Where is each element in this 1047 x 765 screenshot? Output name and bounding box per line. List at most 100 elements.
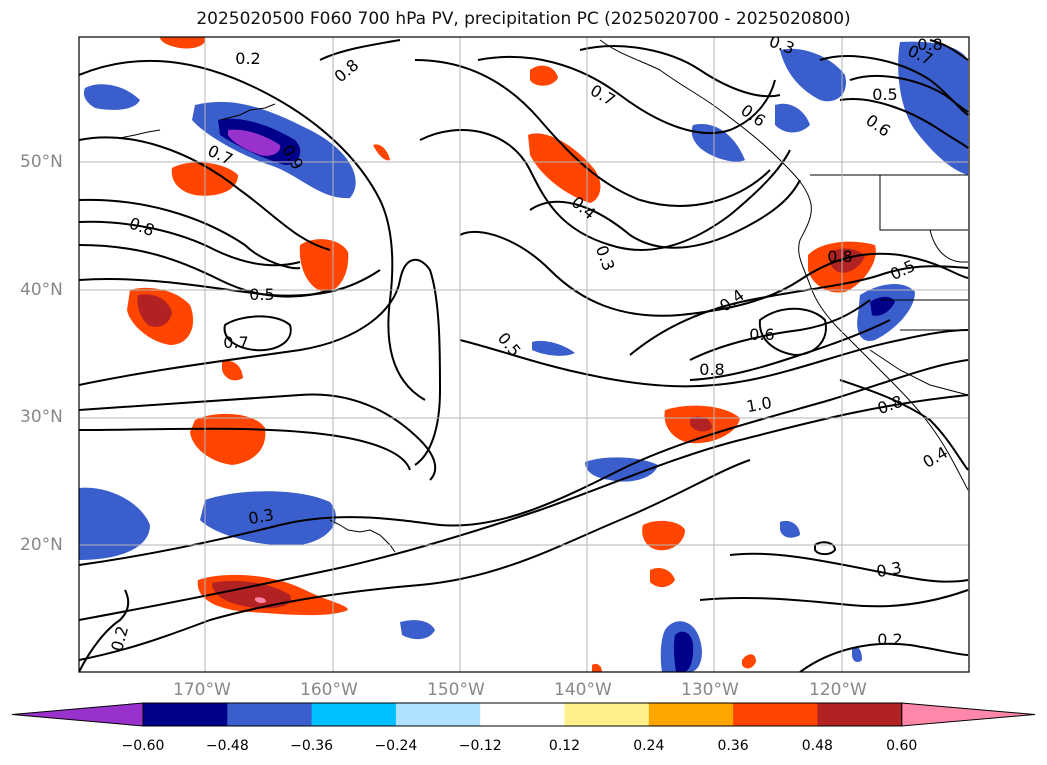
- pv-contour-label: 0.8: [917, 35, 942, 54]
- lon-label: 120°W: [809, 680, 867, 700]
- coastline: [329, 519, 396, 553]
- colorbar-segment: [480, 703, 565, 726]
- pv-contour-line: [629, 265, 969, 356]
- pv-contour-line: [689, 299, 871, 361]
- pv-contours: [79, 39, 969, 672]
- pv-contour-line: [459, 230, 969, 317]
- precip-blob: [898, 41, 968, 175]
- coastline: [219, 103, 276, 121]
- lon-label: 160°W: [300, 680, 358, 700]
- pv-contour-label: 0.6: [862, 110, 894, 140]
- pv-contour-line: [579, 45, 781, 98]
- pv-contour-line: [79, 269, 381, 297]
- precip-blob: [137, 294, 172, 327]
- pv-contour-line: [814, 541, 837, 556]
- pv-contour-line: [839, 98, 969, 149]
- colorbar-tick-label: −0.48: [205, 738, 249, 754]
- precip-blob: [775, 103, 810, 133]
- pv-contour-line: [79, 359, 969, 566]
- coastline: [599, 39, 969, 491]
- pv-contour-label: 0.8: [127, 214, 157, 241]
- pv-contour-line: [689, 319, 891, 381]
- pv-contour-line: [79, 589, 130, 672]
- precip-blob: [532, 340, 575, 356]
- pv-contour-label: 0.8: [827, 247, 852, 266]
- pv-contour-line: [699, 589, 969, 608]
- pv-contour-line: [79, 136, 331, 251]
- map-plot-area: 0.80.7 0.90.50.70.80.70.60.50.60.40.3 0.80…: [79, 35, 969, 672]
- pv-contour-label: 0.8: [331, 55, 363, 86]
- precip-blob: [673, 631, 694, 672]
- lat-label: 30°N: [20, 407, 63, 427]
- pv-contour-line: [758, 307, 827, 357]
- precip-blob: [742, 654, 756, 669]
- pv-contour-line: [319, 39, 401, 61]
- pv-contour-label: 0.2: [235, 49, 260, 68]
- pv-contour-line: [419, 129, 791, 252]
- colorbar-tick-label: −0.36: [290, 738, 334, 754]
- precip-blob: [528, 133, 601, 203]
- colorbar-segment: [733, 703, 818, 726]
- pv-contour-line: [79, 459, 751, 661]
- precip-blob: [400, 620, 435, 640]
- precip-blob: [212, 580, 291, 609]
- colorbar-segment: [817, 703, 903, 726]
- pv-contour-label: 0.3: [247, 505, 275, 528]
- precip-blob: [200, 491, 336, 546]
- coastline: [869, 349, 969, 396]
- colorbar-tick-label: 0.36: [717, 738, 749, 754]
- colorbar-segment: [564, 703, 650, 726]
- pv-contour-line: [79, 427, 411, 471]
- lon-label: 130°W: [681, 680, 739, 700]
- colorbar-tick-label: −0.60: [121, 738, 165, 754]
- precip-blob: [530, 65, 558, 86]
- precip-blob: [650, 568, 675, 588]
- pv-contour-line: [849, 74, 969, 113]
- pv-contour-line: [839, 379, 969, 471]
- pv-contour-line: [477, 55, 776, 134]
- precip-blob: [829, 248, 865, 273]
- pv-contour-line: [459, 329, 969, 388]
- pv-contour-line: [223, 315, 292, 352]
- pv-contour-label: 0.2: [877, 630, 902, 649]
- pv-contour-label: 0.5: [249, 285, 274, 304]
- graticule: [79, 37, 969, 672]
- precip-blob: [780, 48, 846, 102]
- colorbar-outline: [142, 702, 903, 727]
- pv-contour-line: [79, 394, 969, 621]
- colorbar-segment: [311, 703, 397, 726]
- precip-blob: [299, 239, 349, 292]
- colorbar-segment: [143, 703, 228, 726]
- colorbar-tick-label: 0.60: [886, 738, 918, 754]
- precip-blob: [160, 37, 206, 49]
- colorbar-tick-label: −0.12: [458, 738, 502, 754]
- precip-negative-areas: [79, 41, 968, 672]
- pv-contour-label: 0.8: [699, 360, 724, 379]
- colorbar: [11, 702, 1036, 727]
- precip-blob: [852, 646, 862, 663]
- precip-blob: [255, 597, 266, 604]
- map-frame: [78, 36, 970, 673]
- coastline: [929, 229, 968, 263]
- colorbar-extend-low: [11, 702, 144, 727]
- precip-blob: [79, 487, 150, 560]
- precip-blob: [691, 124, 745, 162]
- pv-contour-label: 0.3: [875, 558, 903, 581]
- colorbar-tick-label: 0.24: [633, 738, 665, 754]
- colorbar-extend-high: [901, 702, 1036, 727]
- lon-label: 140°W: [554, 680, 612, 700]
- lat-label: 50°N: [20, 152, 63, 172]
- lon-label: 170°W: [173, 680, 231, 700]
- pv-contour-label: 1.0: [745, 393, 773, 416]
- precip-blob: [373, 144, 390, 161]
- coastline: [879, 175, 968, 231]
- pv-contour-label: 0.8: [875, 392, 905, 419]
- pv-contour-label: 0.3: [592, 243, 619, 273]
- precip-blob: [780, 520, 800, 538]
- colorbar-segment: [648, 703, 734, 726]
- pv-contour-line: [79, 393, 437, 481]
- pv-contour-label: 0.5: [872, 85, 897, 104]
- colorbar-tick-label: −0.24: [374, 738, 418, 754]
- pv-contour-line: [79, 220, 301, 267]
